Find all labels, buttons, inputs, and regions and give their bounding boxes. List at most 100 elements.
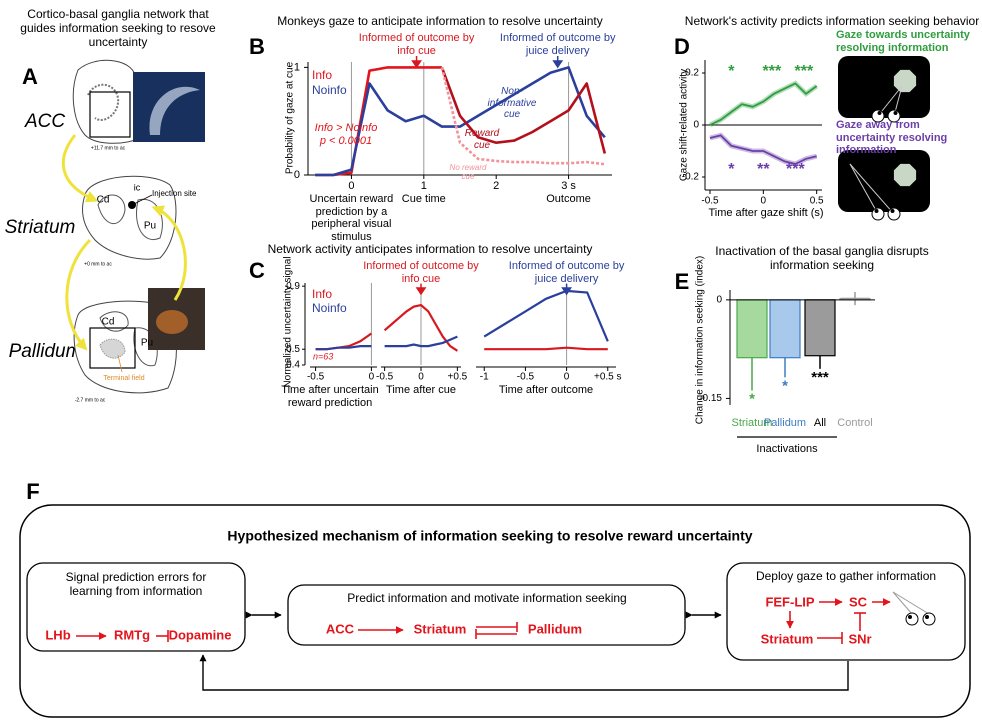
gaze-line bbox=[892, 591, 930, 615]
module-title: Deploy gaze to gather information bbox=[755, 569, 937, 583]
legend-entry: Noinfo bbox=[312, 301, 347, 315]
event-arrow bbox=[411, 56, 422, 69]
panel-title: Cortico-basal ganglia network that guide… bbox=[20, 7, 216, 49]
data-line bbox=[440, 66, 607, 154]
eye bbox=[922, 612, 936, 626]
x-tick-label: -0.5 bbox=[701, 196, 719, 207]
stat-note: Info > Noinfo bbox=[315, 122, 378, 134]
y-tick-label: 0 bbox=[716, 294, 722, 305]
data-line bbox=[315, 66, 606, 177]
mechanism-frame bbox=[19, 504, 971, 718]
significance-stars: *** bbox=[795, 63, 814, 80]
x-axis-label: Time after outcome bbox=[498, 384, 594, 396]
x-tick-label: 0 bbox=[369, 372, 375, 383]
significance-stars: *** bbox=[763, 63, 782, 80]
level-label: -2.7 mm to ac bbox=[75, 397, 106, 403]
legend-entry: Gaze towards uncertainty resolving infor… bbox=[836, 29, 970, 54]
level-label: +11.7 mm to ac bbox=[91, 145, 126, 151]
y-axis-label: Change in information seeking (index) bbox=[695, 256, 706, 424]
target-stimulus bbox=[893, 69, 917, 93]
error-bar bbox=[841, 291, 869, 306]
inset-box bbox=[89, 91, 131, 138]
y-tick-label: -0.15 bbox=[699, 393, 722, 404]
data-line bbox=[484, 346, 608, 351]
significance-stars: ** bbox=[757, 161, 770, 178]
event-label: Informed of outcome by juice delivery bbox=[499, 32, 616, 57]
x-axis-label: Time after cue bbox=[386, 384, 456, 396]
structure-label: Cd bbox=[102, 317, 115, 328]
pupil bbox=[877, 111, 882, 115]
y-tick-label: 1 bbox=[294, 61, 300, 73]
y-tick-label: 0.4 bbox=[286, 360, 300, 371]
bar bbox=[769, 299, 801, 359]
pupil bbox=[890, 209, 895, 213]
x-tick-label: 1 bbox=[421, 180, 427, 192]
event-label: Informed of outcome by info cue bbox=[363, 260, 479, 285]
module-box bbox=[287, 584, 686, 646]
x-annotation: Cue time bbox=[401, 193, 446, 205]
pathway-arrow bbox=[151, 205, 187, 301]
y-tick-label: 0 bbox=[693, 120, 699, 131]
y-tick-label: 0 bbox=[294, 169, 300, 181]
x-tick-label: 0.5 bbox=[810, 196, 824, 207]
gaze-line bbox=[849, 163, 895, 215]
chart-title: Inactivation of the basal ganglia disrup… bbox=[715, 244, 929, 272]
chart-title: Network's activity predicts information … bbox=[685, 14, 979, 28]
node: LHb bbox=[45, 627, 70, 642]
significance-stars: *** bbox=[811, 369, 829, 386]
structure-label: ic bbox=[134, 182, 141, 192]
group-label: Inactivations bbox=[756, 443, 818, 455]
x-tick-label: +0.5 s bbox=[594, 372, 622, 383]
x-tick-label: 0 bbox=[761, 196, 767, 207]
x-tick-label: Control bbox=[837, 417, 872, 429]
y-tick-label: 0.5 bbox=[286, 344, 300, 355]
x-tick-label: 0 bbox=[564, 372, 570, 383]
event-arrow bbox=[415, 284, 427, 296]
feedback-arrow bbox=[199, 654, 849, 691]
x-annotation: Uncertain reward prediction by a periphe… bbox=[309, 193, 394, 243]
diagram-title: Hypothesized mechanism of information se… bbox=[227, 528, 752, 544]
series-label: Reward cue bbox=[464, 128, 500, 151]
y-tick-label: -0.2 bbox=[682, 172, 700, 183]
data-line bbox=[709, 134, 817, 165]
pointer bbox=[117, 354, 123, 373]
significance-stars: *** bbox=[786, 161, 805, 178]
pupil bbox=[893, 111, 898, 115]
x-tick-label: -0.5 bbox=[517, 372, 535, 383]
y-tick-label: 0.2 bbox=[685, 68, 699, 79]
y-axis-label: Probability of gaze at cue bbox=[285, 61, 296, 174]
event-label: Informed of outcome by info cue bbox=[358, 32, 475, 57]
region-label: ACC bbox=[24, 111, 65, 132]
x-tick-label: 3 s bbox=[561, 180, 576, 192]
data-line bbox=[384, 335, 458, 348]
data-line bbox=[709, 82, 818, 126]
cortex-fold bbox=[87, 83, 120, 121]
node: SC bbox=[849, 594, 868, 609]
x-tick-label: 2 bbox=[493, 180, 499, 192]
bar bbox=[736, 299, 768, 359]
significance-stars: * bbox=[728, 63, 735, 80]
structure-label: Pu bbox=[144, 221, 156, 232]
structure-label: Terminal field bbox=[103, 375, 144, 382]
bar bbox=[804, 299, 836, 357]
histology-highlight bbox=[149, 86, 200, 135]
x-tick-label: Striatum bbox=[732, 417, 773, 429]
event-label: Informed of outcome by juice delivery bbox=[508, 260, 625, 285]
sample-size: n=63 bbox=[313, 351, 333, 361]
x-tick-label: All bbox=[814, 417, 826, 429]
series-label: Non-informative cue bbox=[487, 86, 537, 120]
panel-letter: F bbox=[26, 479, 39, 504]
node: Dopamine bbox=[169, 627, 232, 642]
panel-letter: B bbox=[249, 34, 265, 59]
node: FEF-LIP bbox=[765, 594, 814, 609]
x-axis-label: Time after gaze shift (s) bbox=[708, 207, 823, 219]
pupil bbox=[925, 615, 929, 619]
panel-letter: E bbox=[675, 269, 690, 294]
x-tick-label: +0.5 bbox=[447, 372, 467, 383]
x-tick-label: Pallidum bbox=[764, 417, 806, 429]
significance-stars: * bbox=[728, 161, 735, 178]
event-arrow bbox=[552, 56, 564, 69]
gaze-line bbox=[892, 591, 913, 615]
module-box bbox=[26, 562, 246, 652]
